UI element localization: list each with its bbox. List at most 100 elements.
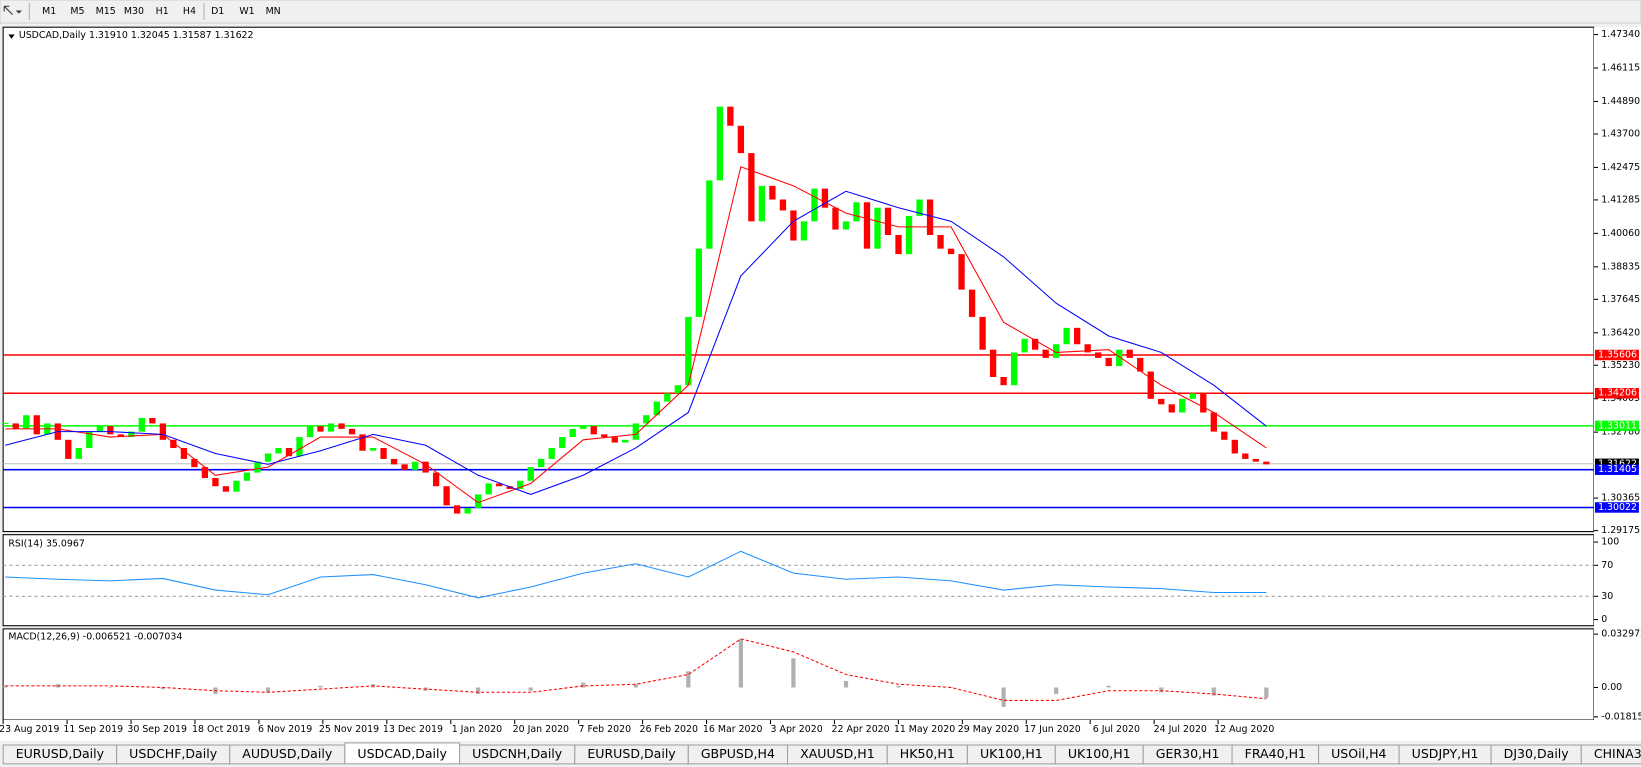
tab-label[interactable]: USDCHF,Daily (129, 746, 218, 761)
candle (401, 464, 408, 470)
candle (275, 448, 282, 454)
macd-tick-label: 0.032972 (1601, 629, 1641, 640)
price-tick-label: 1.41285 (1601, 194, 1640, 205)
tab-label[interactable]: XAUUSD,H1 (800, 746, 875, 761)
price-tick-label: 1.34005 (1601, 393, 1640, 404)
candle (432, 472, 440, 487)
candle (1095, 352, 1102, 358)
candle (538, 458, 545, 468)
timeframe-button[interactable]: M30 (124, 6, 144, 17)
candle (201, 467, 209, 479)
tab-label[interactable]: EURUSD,Daily (16, 746, 105, 761)
candle (1210, 412, 1217, 432)
candle (1010, 352, 1018, 386)
current-price-box (1594, 458, 1639, 470)
moving-average-slow (5, 190, 1267, 495)
timeframe-button[interactable]: H4 (183, 6, 196, 17)
candle (685, 316, 692, 386)
timeframe-button[interactable]: H1 (156, 6, 169, 17)
price-tick-label: 1.38835 (1601, 261, 1640, 272)
tab-label[interactable]: USOil,H4 (1331, 746, 1386, 761)
macd-bar (3, 685, 8, 688)
rsi-title: RSI(14) 35.0967 (8, 539, 84, 550)
level-box (1594, 420, 1639, 432)
tab-label[interactable]: GER30,H1 (1156, 746, 1220, 761)
candle (821, 188, 829, 208)
candle (937, 235, 944, 249)
tab-label[interactable]: HK50,H1 (900, 746, 955, 761)
tab-label[interactable]: FRA40,H1 (1245, 746, 1306, 761)
candle (264, 453, 272, 462)
candle (632, 423, 639, 440)
candle (443, 486, 450, 506)
tab-label[interactable]: DJ30,Daily (1504, 746, 1570, 761)
candle (643, 415, 650, 424)
macd-bar (1001, 687, 1006, 707)
timeframe-button[interactable]: M15 (96, 6, 116, 17)
price-tick-label: 1.40060 (1601, 228, 1640, 239)
macd-bar (108, 687, 113, 689)
cursor-tool[interactable] (3, 5, 22, 16)
macd-bar (318, 685, 323, 688)
timeframe-button[interactable]: M5 (70, 6, 84, 17)
tab-label[interactable]: USDCNH,Daily (472, 746, 563, 761)
rsi-tick-label: 30 (1601, 591, 1613, 602)
candle (12, 423, 19, 429)
candle (1063, 327, 1070, 345)
candle (979, 316, 986, 350)
candle (674, 385, 681, 394)
macd-bar (528, 687, 533, 691)
tab-label[interactable]: USDJPY,H1 (1412, 746, 1479, 761)
tab-label[interactable]: EURUSD,Daily (587, 746, 676, 761)
candle (1221, 431, 1228, 440)
rsi-panel (2, 534, 1595, 627)
candle (1189, 393, 1196, 399)
level-box (1594, 464, 1639, 475)
date-label: 29 May 2020 (958, 724, 1019, 735)
tab-label[interactable]: CHINA300,H1 (1594, 746, 1641, 761)
price-tick-label: 1.44890 (1601, 96, 1640, 107)
tab[interactable] (1580, 744, 1641, 765)
candle (811, 188, 818, 222)
tab-label[interactable]: USDCAD,Daily (357, 746, 447, 761)
candle (695, 248, 702, 317)
candle (853, 202, 860, 222)
candle (842, 221, 850, 230)
candle (380, 448, 387, 459)
tab-label[interactable]: UK100,H1 (980, 746, 1043, 761)
tab-label[interactable]: AUDUSD,Daily (242, 746, 333, 761)
timeframe-button[interactable]: D1 (211, 6, 224, 17)
main-panel (2, 26, 1595, 533)
current-price-label: 1.31622 (1598, 458, 1637, 469)
candle (506, 486, 513, 489)
date-label: 7 Feb 2020 (579, 724, 632, 735)
macd-bar (738, 638, 743, 688)
candle (65, 439, 72, 459)
macd-bar (160, 687, 165, 690)
timeframe-button[interactable]: M1 (42, 6, 56, 17)
level-box (1594, 349, 1639, 361)
tab-label[interactable]: UK100,H1 (1068, 746, 1131, 761)
timeframe-button[interactable]: W1 (239, 6, 254, 17)
candle (779, 199, 787, 211)
candle (422, 461, 429, 473)
candle (390, 458, 398, 465)
candle (1126, 349, 1133, 358)
date-label: 3 Apr 2020 (771, 724, 823, 735)
candle (601, 434, 608, 438)
timeframe-bar: M1 M5 M15 M30 H1 H4 D1 W1 MN (42, 3, 281, 20)
price-axis (1593, 27, 1641, 720)
header-arrow (8, 34, 15, 39)
candle (107, 426, 114, 435)
tab-label[interactable]: GBPUSD,H4 (701, 746, 775, 761)
candle (1147, 371, 1154, 399)
date-label: 6 Jul 2020 (1093, 724, 1140, 735)
candle (23, 415, 30, 429)
candle (411, 461, 419, 470)
candle (117, 434, 124, 438)
price-tick-label: 1.46115 (1601, 63, 1640, 74)
candle (296, 437, 303, 457)
price-tick-label: 1.37645 (1601, 294, 1640, 305)
rsi-tick-label: 0 (1601, 614, 1607, 625)
timeframe-button[interactable]: MN (266, 6, 281, 17)
